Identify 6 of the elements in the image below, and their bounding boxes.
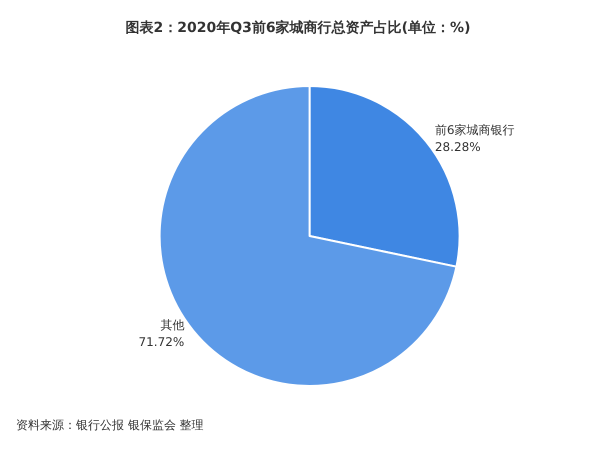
- chart-title: 图表2：2020年Q3前6家城商行总资产占比(单位：%): [126, 19, 470, 36]
- text: 资料来源：银行公报 银保监会 整理: [16, 418, 204, 432]
- data-label: 71.72%: [138, 335, 184, 350]
- slice-label: 其他: [160, 318, 184, 332]
- slice-label: 前6家城商银行: [434, 122, 515, 137]
- data-label: 28.28%: [434, 140, 481, 154]
